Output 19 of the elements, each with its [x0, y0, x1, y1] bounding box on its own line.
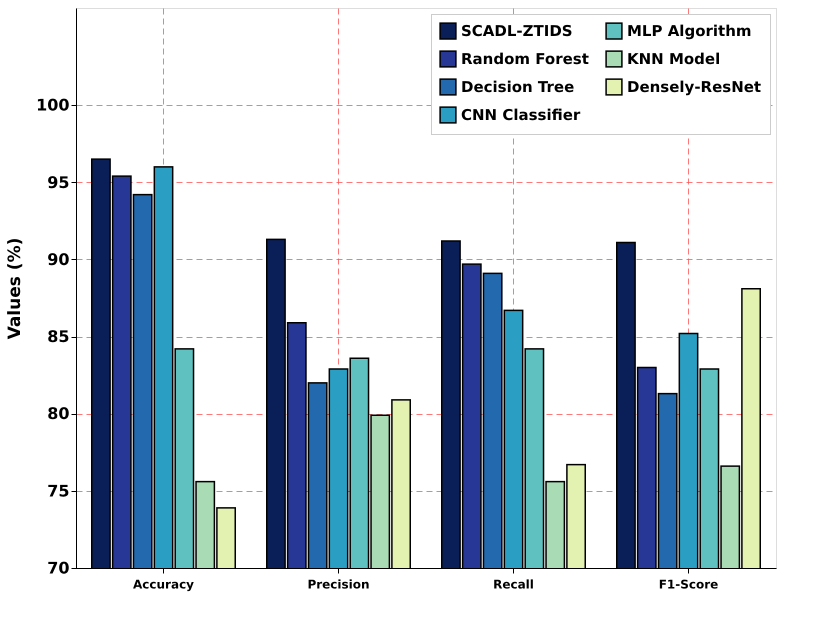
legend-label: CNN Classifier — [461, 106, 581, 124]
x-tick-label: Accuracy — [132, 578, 194, 592]
y-tick-label: 100 — [36, 96, 70, 115]
y-tick-label: 80 — [47, 404, 70, 424]
y-tick-label: 95 — [47, 172, 70, 192]
y-tick-label: 70 — [47, 558, 70, 578]
y-tick-label: 90 — [47, 250, 70, 269]
legend-label: MLP Algorithm — [627, 22, 752, 40]
legend-label: KNN Model — [627, 50, 720, 68]
legend-label: SCADL-ZTIDS — [461, 22, 573, 40]
legend-label: Random Forest — [461, 50, 589, 68]
legend-label: Decision Tree — [461, 78, 574, 96]
x-tick-label: Recall — [493, 578, 534, 592]
y-tick-label: 75 — [47, 481, 70, 500]
y-tick-label: 85 — [47, 327, 70, 346]
x-tick-label: Precision — [307, 578, 370, 592]
x-tick-label: F1-Score — [658, 578, 718, 592]
legend-label: Densely-ResNet — [627, 78, 762, 96]
y-axis-title: Values (%) — [5, 238, 26, 340]
